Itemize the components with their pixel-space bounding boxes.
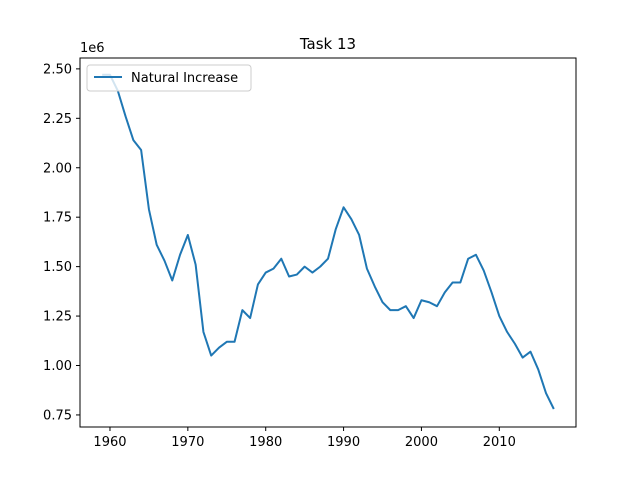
legend: Natural Increase <box>86 64 252 92</box>
x-tick-label: 1980 <box>249 435 282 450</box>
x-tick-label: 2000 <box>405 435 438 450</box>
y-tick-label: 1.25 <box>43 310 72 325</box>
legend-box <box>86 64 252 92</box>
y-tick-label: 2.50 <box>43 62 72 77</box>
series-line-natural-increase <box>102 73 555 410</box>
chart-title: Task 13 <box>299 35 356 53</box>
y-tick-label: 0.75 <box>43 408 72 423</box>
y-tick-label: 1.50 <box>43 260 72 275</box>
x-axis-ticks: 1960 1970 1980 1990 2000 2010 <box>93 427 516 450</box>
y-axis-offset-label: 1e6 <box>80 41 105 56</box>
x-tick-label: 1970 <box>171 435 204 450</box>
y-tick-label: 1.00 <box>43 359 72 374</box>
plot-area-frame <box>79 57 577 428</box>
x-tick-label: 1960 <box>93 435 126 450</box>
y-axis-ticks: 0.75 1.00 1.25 1.50 1.75 2.00 2.25 2.50 <box>43 62 80 423</box>
x-tick-label: 2010 <box>483 435 516 450</box>
y-tick-label: 1.75 <box>43 211 72 226</box>
y-tick-label: 2.00 <box>43 161 72 176</box>
y-tick-label: 2.25 <box>43 112 72 127</box>
legend-label: Natural Increase <box>131 71 238 86</box>
x-tick-label: 1990 <box>327 435 360 450</box>
